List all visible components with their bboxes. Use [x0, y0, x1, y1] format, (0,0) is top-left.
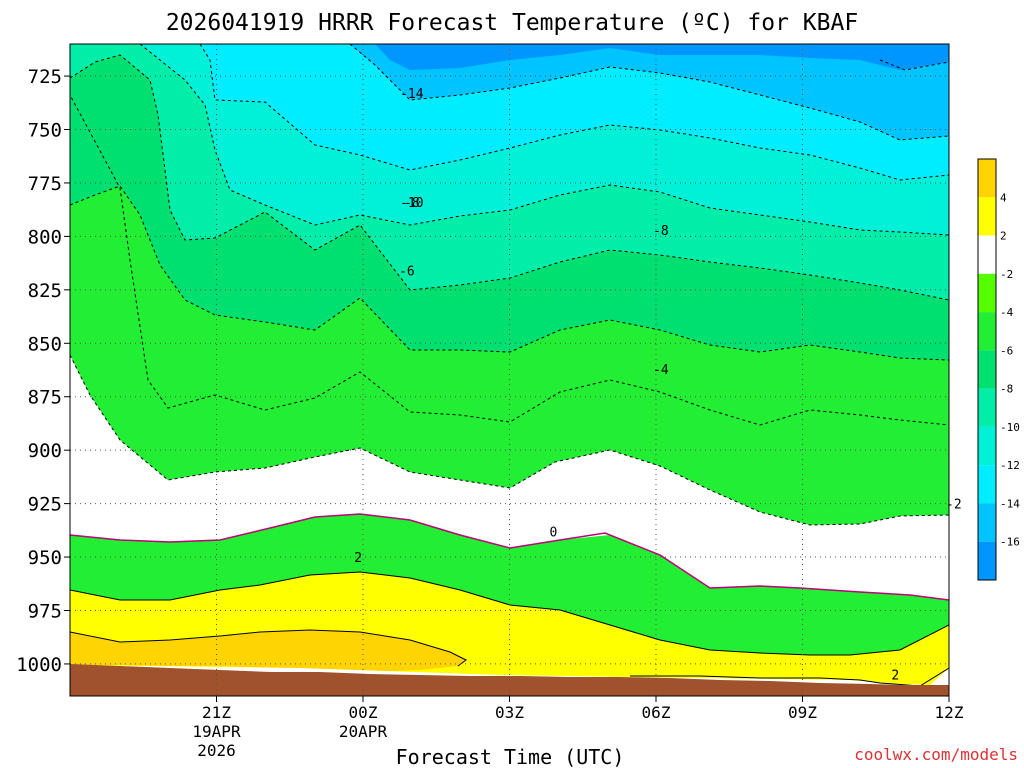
y-tick-label: 800	[28, 226, 62, 248]
x-tick-label: 03Z	[495, 703, 524, 722]
contour-line-minus6	[70, 185, 949, 361]
colorbar-label: -10	[1000, 421, 1020, 434]
y-tick-label: 775	[28, 173, 62, 195]
colorbar-segment	[978, 426, 996, 466]
y-tick-label: 825	[28, 280, 62, 302]
region-cool-below-16	[375, 44, 949, 70]
colorbar-segment	[978, 235, 996, 274]
colorbar-label: -6	[1000, 344, 1013, 357]
x-axis-title: Forecast Time (UTC)	[396, 745, 625, 768]
colorbar-frame	[977, 158, 997, 581]
region-near-zero	[70, 355, 949, 600]
colorbar-segment	[978, 273, 996, 313]
x-tick-label: 09Z	[788, 703, 817, 722]
colorbar-segment	[978, 350, 996, 389]
colorbar-segment	[978, 541, 996, 580]
y-tick-label: 925	[28, 494, 62, 516]
colorbar: 4 2 -2 -4 -6 -8 -10 -12 -14 -16	[977, 158, 1020, 581]
colorbar-segment	[978, 197, 996, 236]
plot-area	[70, 44, 949, 696]
contour-label: -6	[399, 265, 415, 280]
y-tick-label: 725	[28, 66, 62, 88]
y-tick-label: 950	[28, 547, 62, 569]
contour-line-zero	[70, 513, 949, 601]
x-tick-date: 20APR	[339, 722, 388, 741]
x-tick-year: 2026	[197, 741, 236, 760]
y-tick-label: 850	[28, 333, 62, 355]
chart-title: 2026041919 HRRR Forecast Temperature (ºC…	[166, 10, 858, 36]
colorbar-segment	[978, 503, 996, 542]
colorbar-label: -2	[1000, 268, 1013, 281]
contour-label: -10	[400, 196, 423, 211]
contour-label: -8	[653, 224, 669, 239]
x-tick-label: 00Z	[349, 703, 378, 722]
y-tick-label: 975	[28, 600, 62, 622]
colorbar-label: -14	[1000, 497, 1020, 510]
contour-line-minus14	[349, 44, 949, 141]
colorbar-label: 4	[1000, 191, 1007, 204]
colorbar-label: -4	[1000, 306, 1014, 319]
colorbar-label: -16	[1000, 536, 1020, 549]
y-axis: 725 750 775 800 825 850 875 900 925 950 975 1000	[16, 66, 70, 676]
x-tick-date: 19APR	[192, 722, 241, 741]
y-tick-label: 875	[28, 387, 62, 409]
contour-label: 0	[550, 525, 558, 540]
contour-line-minus4	[70, 44, 949, 426]
colorbar-segment	[978, 159, 996, 198]
colorbar-label: -12	[1000, 459, 1020, 472]
colorbar-label: 2	[1000, 230, 1007, 243]
contour-line-minus14b	[879, 59, 949, 71]
y-tick-label: 750	[28, 120, 62, 142]
colorbar-segment	[978, 465, 996, 504]
y-tick-label: 900	[28, 440, 62, 462]
contour-line-minus10	[139, 44, 949, 236]
colorbar-segment	[978, 388, 996, 427]
contour-line-minus8	[70, 54, 949, 301]
contour-label: -2	[946, 498, 962, 513]
credit-text: coolwx.com/models	[854, 745, 1018, 764]
contour-label: 2	[354, 551, 362, 566]
x-tick-label: 12Z	[935, 703, 964, 722]
region-cool-14-16	[350, 44, 949, 140]
colorbar-segment	[978, 312, 996, 351]
colorbar-label: -8	[1000, 383, 1013, 396]
contour-line-plus4	[70, 629, 467, 667]
x-tick-label: 06Z	[642, 703, 671, 722]
contour-label: -8	[404, 196, 420, 211]
contour-label: 2	[891, 669, 899, 684]
x-tick-label: 21Z	[202, 703, 231, 722]
contour-label: -4	[653, 363, 669, 378]
contour-label: -14	[400, 87, 424, 102]
y-tick-label: 1000	[16, 654, 62, 676]
contour-line-minus2	[70, 354, 949, 526]
